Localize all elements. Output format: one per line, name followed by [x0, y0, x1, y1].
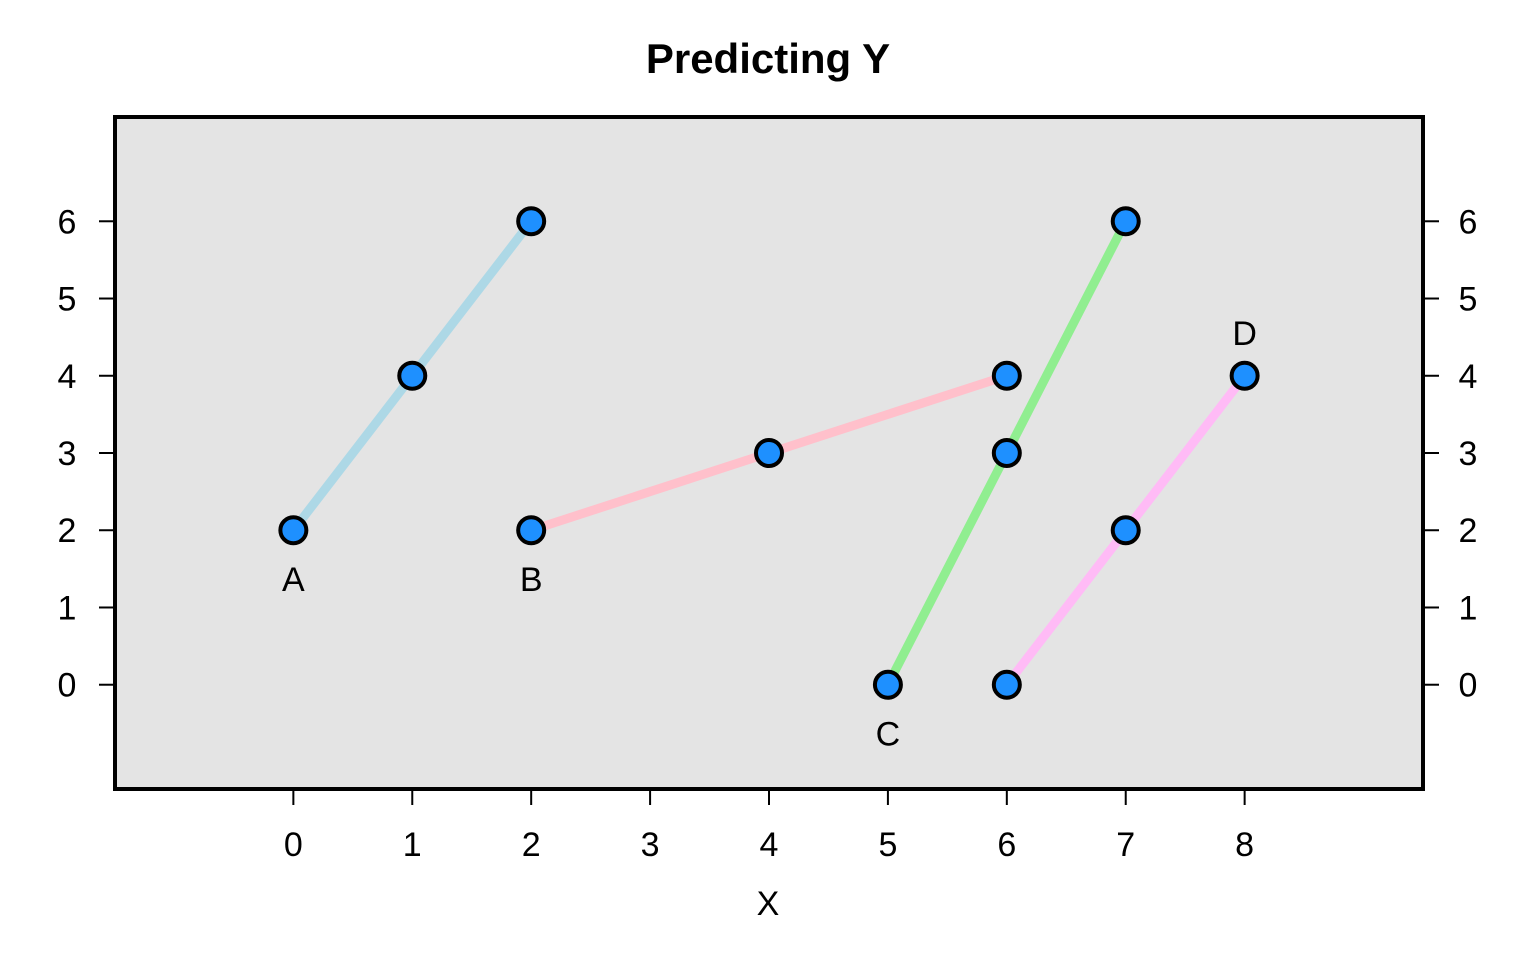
point-label-b: B	[520, 561, 543, 599]
x-tick-label: 6	[997, 826, 1016, 864]
x-tick-label: 4	[760, 826, 779, 864]
y-tick-label-left: 6	[58, 203, 77, 241]
data-point-c-1	[991, 438, 1022, 468]
x-tick-label: 0	[284, 826, 303, 864]
y-tick-label-left: 0	[58, 667, 77, 705]
data-point-d-2	[1229, 360, 1260, 391]
y-tick-label-left: 5	[58, 281, 77, 319]
x-tick-label: 7	[1116, 826, 1135, 864]
plot-border	[113, 115, 1425, 791]
point-labels: A B C D	[282, 315, 1257, 754]
data-point-b-0	[516, 515, 547, 546]
data-point-a-2	[516, 206, 547, 237]
y-tick-label-left: 3	[58, 435, 77, 473]
y-tick-label-left: 2	[58, 512, 77, 550]
data-point-d-0	[991, 669, 1022, 700]
y-tick-label-right: 2	[1459, 512, 1478, 550]
y-tick-label-left: 1	[58, 589, 77, 627]
y-tick-label-right: 1	[1459, 589, 1478, 627]
data-point-d-1	[1110, 515, 1141, 546]
data-points	[278, 206, 1260, 700]
data-point-c-0	[872, 669, 903, 700]
data-point-a-1	[397, 360, 428, 391]
x-tick-label: 3	[641, 826, 660, 864]
y-tick-label-right: 5	[1459, 281, 1478, 319]
x-tick-label: 5	[878, 826, 897, 864]
y-tick-label-right: 0	[1459, 667, 1478, 705]
x-tick-label: 8	[1235, 826, 1254, 864]
point-label-d: D	[1232, 315, 1257, 353]
x-tick-label: 2	[522, 826, 541, 864]
data-point-a-0	[278, 515, 309, 546]
data-point-b-1	[754, 438, 784, 468]
y-tick-label-right: 3	[1459, 435, 1478, 473]
y-tick-label-left: 4	[58, 358, 77, 396]
y-tick-label-right: 6	[1459, 203, 1478, 241]
x-tick-label: 1	[403, 826, 422, 864]
point-label-c: C	[876, 716, 901, 754]
data-point-c-2	[1110, 206, 1141, 237]
x-axis-label: X	[757, 885, 780, 923]
y-axis: 0 0 1 1 2 2 3 3 4 4 5 5 6 6	[58, 203, 1478, 704]
x-axis: 0 1 2 3 4 5 6 7 8	[284, 791, 1254, 864]
data-point-b-2	[991, 360, 1022, 391]
chart-title: Predicting Y	[646, 35, 890, 82]
y-tick-label-right: 4	[1459, 358, 1478, 396]
point-label-a: A	[282, 561, 305, 599]
